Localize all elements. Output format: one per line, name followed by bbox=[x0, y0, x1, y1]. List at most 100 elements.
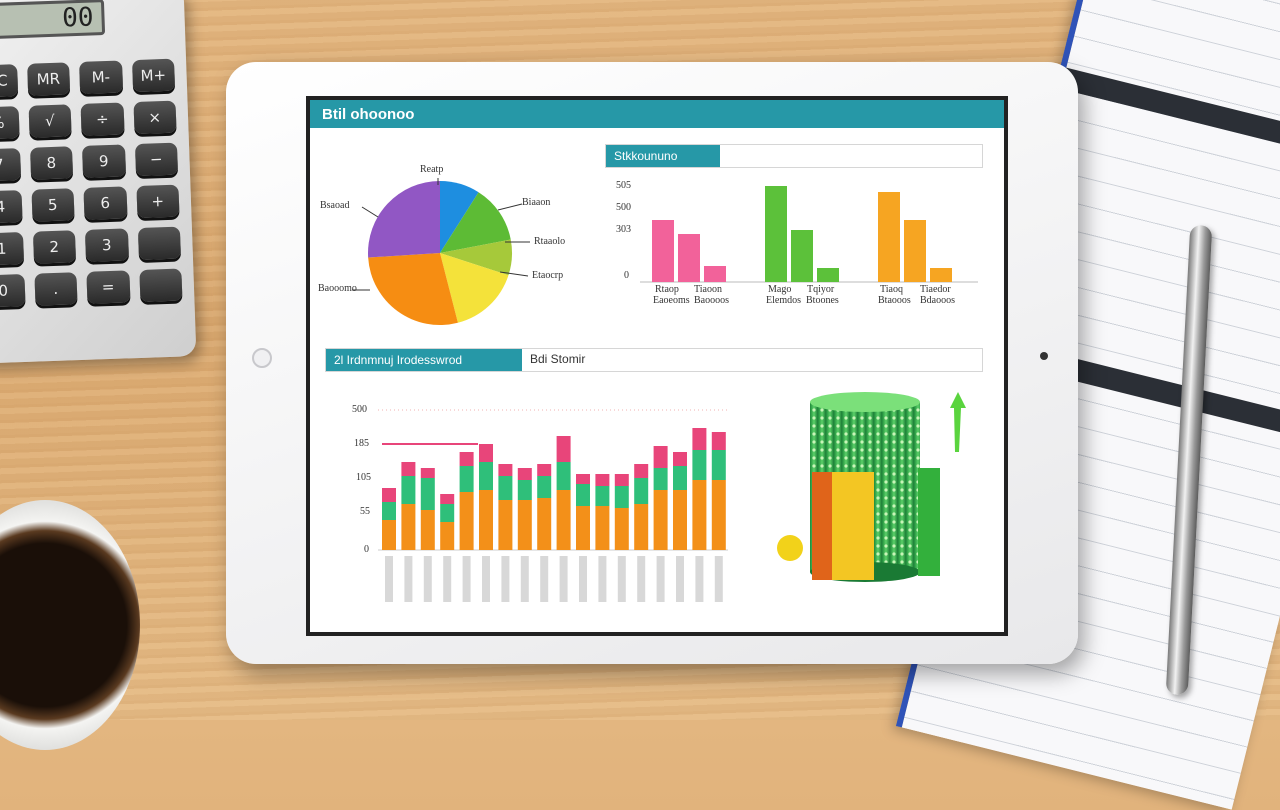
y-tick: 0 bbox=[624, 270, 629, 281]
stacked-bar-segment bbox=[420, 468, 435, 478]
calculator-key: 1 bbox=[0, 232, 24, 266]
calculator-key: MR bbox=[26, 62, 71, 96]
bar-group-label: Mago bbox=[768, 284, 792, 295]
stacked-bar-segment bbox=[576, 506, 590, 550]
x-tick-label bbox=[714, 556, 723, 602]
stacked-bar-segment bbox=[382, 502, 396, 520]
x-tick-label bbox=[385, 556, 393, 602]
stacked-bar-segment bbox=[634, 478, 649, 504]
pie-label: Rtaaolo bbox=[534, 236, 566, 247]
stacked-bar-segment bbox=[440, 494, 455, 504]
stacked-bar-segment bbox=[382, 520, 396, 550]
y-tick: 55 bbox=[360, 506, 370, 517]
stacked-bar-segment bbox=[537, 464, 552, 476]
stacked-bar-segment bbox=[537, 498, 552, 550]
bar-group-sublabel: Baoooos bbox=[694, 295, 729, 306]
bar-group-label: Tiaoon bbox=[694, 284, 722, 295]
stacked-bar-segment bbox=[595, 486, 610, 506]
stacked-bar-segment bbox=[614, 474, 629, 486]
calculator-key: 7 bbox=[0, 148, 21, 182]
x-tick-label bbox=[501, 556, 510, 602]
calculator: 00 MC MR M- M+% √ ÷ × 7 8 9− 4 5 6 +1 2 3 0. = bbox=[0, 0, 197, 364]
x-tick-label bbox=[443, 556, 452, 602]
top-panel-tab[interactable]: Stkkoununo bbox=[606, 145, 720, 167]
stacked-bar-segment bbox=[537, 476, 552, 498]
x-tick-label bbox=[617, 556, 626, 602]
stacked-bar-segment bbox=[692, 450, 707, 480]
bar-group-label: Tiaedor bbox=[920, 284, 951, 295]
stacked-bar-segment bbox=[382, 488, 396, 502]
stacked-bar-segment bbox=[692, 480, 707, 550]
bar-group-sublabel: Eaoeoms bbox=[653, 295, 690, 306]
x-tick-label bbox=[462, 556, 471, 602]
bar-group-sublabel: Btaooos bbox=[878, 295, 911, 306]
stacked-bar-segment bbox=[401, 504, 416, 550]
bottom-panel-tab[interactable]: 2l Irdnmnuj Irodesswrod bbox=[326, 349, 522, 371]
x-tick-label bbox=[695, 556, 704, 602]
stacked-bar-segment bbox=[401, 462, 416, 476]
pie-slice bbox=[440, 192, 511, 253]
pie-label: Baooomo bbox=[318, 283, 357, 294]
bar-group-sublabel: Elemdos bbox=[766, 295, 801, 306]
calculator-key: 0 bbox=[0, 274, 26, 308]
top-bar bbox=[791, 230, 813, 282]
top-bar bbox=[704, 266, 726, 282]
stacked-bar-segment bbox=[556, 436, 571, 462]
calculator-key: − bbox=[134, 142, 179, 177]
stacked-bar-segment bbox=[595, 474, 610, 486]
stacked-bar-segment bbox=[711, 480, 726, 550]
bar-group-sublabel: Btoones bbox=[806, 295, 839, 306]
stacked-bar-segment bbox=[459, 452, 474, 466]
x-tick-label bbox=[404, 556, 413, 602]
pie-slice bbox=[440, 239, 512, 276]
home-button[interactable] bbox=[252, 348, 272, 368]
stacked-bar-segment bbox=[653, 468, 668, 490]
x-tick-label bbox=[676, 556, 684, 602]
stacked-bar-segment bbox=[576, 484, 590, 506]
stacked-bar-segment bbox=[498, 500, 513, 550]
bar-group-label: Tqiyor bbox=[807, 284, 835, 295]
y-tick: 105 bbox=[356, 472, 371, 483]
y-tick: 500 bbox=[616, 202, 631, 213]
stacked-bar-segment bbox=[440, 522, 455, 550]
y-tick: 500 bbox=[352, 404, 367, 415]
calculator-key: + bbox=[135, 184, 180, 219]
calculator-key bbox=[137, 226, 181, 261]
calculator-keypad: MC MR M- M+% √ ÷ × 7 8 9− 4 5 6 +1 2 3 0. = bbox=[0, 58, 183, 308]
camera-icon bbox=[1040, 352, 1048, 360]
stacked-bar-segment bbox=[517, 468, 532, 480]
calculator-key: = bbox=[86, 270, 130, 304]
calculator-key: √ bbox=[28, 104, 72, 138]
pie-slice bbox=[440, 253, 509, 323]
stacked-bar-segment bbox=[479, 462, 493, 490]
stacked-bar-segment bbox=[595, 506, 610, 550]
stacked-bar-segment bbox=[634, 464, 649, 478]
stacked-bar-segment bbox=[459, 492, 474, 550]
dashboard-header: Btil ohoonoo bbox=[310, 100, 1004, 128]
pie-slice bbox=[368, 181, 440, 258]
y-tick: 0 bbox=[364, 544, 369, 555]
calculator-key: M+ bbox=[131, 58, 176, 93]
stacked-bar-segment bbox=[711, 432, 726, 450]
top-bar bbox=[765, 186, 787, 282]
x-tick-label bbox=[656, 556, 665, 602]
paper-band bbox=[1060, 67, 1280, 172]
pie-label: Biaaon bbox=[522, 197, 551, 208]
stacked-bar-segment bbox=[692, 428, 707, 450]
stacked-bar-segment bbox=[420, 478, 435, 510]
x-tick-label bbox=[637, 556, 646, 602]
stacked-bar-segment bbox=[479, 490, 493, 550]
pie-label: Etaocrp bbox=[532, 270, 564, 281]
x-tick-label bbox=[482, 556, 490, 602]
calculator-key bbox=[138, 268, 183, 302]
top-panel-header: Stkkoununo bbox=[605, 144, 983, 168]
calculator-display: 00 bbox=[0, 0, 106, 40]
tablet: Btil ohoonoo Reatp Bsaoad Biaaon Rtaaolo… bbox=[226, 62, 1078, 664]
x-tick-label bbox=[579, 556, 587, 602]
stacked-bar-segment bbox=[653, 490, 668, 550]
stacked-bar-segment bbox=[556, 462, 571, 490]
top-bar bbox=[930, 268, 952, 282]
pie-chart bbox=[368, 181, 512, 325]
stacked-bar-segment bbox=[556, 490, 571, 550]
stacked-bar-chart bbox=[378, 409, 728, 602]
